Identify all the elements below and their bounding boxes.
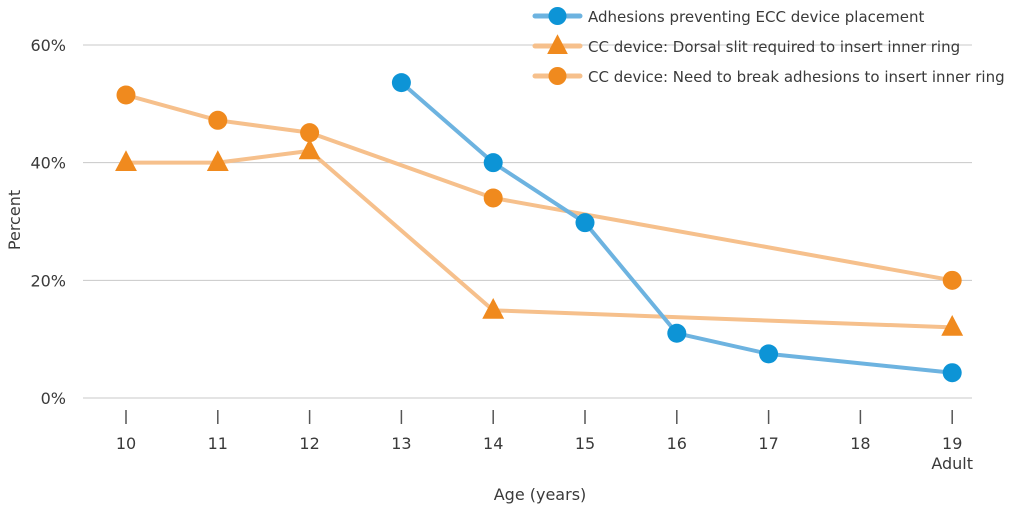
y-tick-label: 20% (30, 271, 66, 290)
y-tick-label: 0% (41, 389, 66, 408)
legend-marker (547, 34, 568, 54)
legend-marker (548, 7, 567, 25)
grid-layer (83, 44, 972, 399)
series-line (124, 93, 955, 283)
x-tick-label: 15 (575, 434, 595, 453)
legend-label: CC device: Dorsal slit required to inser… (588, 38, 960, 56)
y-tick-label: 60% (30, 36, 66, 55)
x-tick-label: 18 (850, 434, 870, 453)
legend-marker (548, 67, 567, 85)
data-point (206, 150, 229, 172)
data-point (483, 188, 503, 208)
x-tick-label: 11 (208, 434, 228, 453)
x-axis-title: Age (years) (494, 485, 587, 504)
data-point (115, 150, 137, 172)
series-line (399, 80, 955, 375)
data-point (482, 297, 505, 319)
data-point (942, 270, 962, 290)
x-tick-label: 13 (391, 434, 411, 453)
data-point (208, 110, 228, 130)
x-tick-label: 16 (667, 434, 687, 453)
x-tick-label: 10 (116, 434, 136, 453)
series-line (124, 148, 955, 330)
data-point (298, 138, 321, 160)
data-point (941, 315, 964, 336)
x-tick-label: 14 (483, 434, 503, 453)
x-tick-label: 19 (942, 434, 962, 453)
y-tick-label: 40% (30, 154, 66, 173)
series-layer (115, 73, 964, 383)
x-tick-label: 12 (299, 434, 319, 453)
y-axis-title: Percent (5, 190, 24, 250)
legend: Adhesions preventing ECC device placemen… (532, 7, 1005, 86)
data-point (116, 85, 136, 105)
data-point (391, 73, 411, 93)
x-tick-sublabel: Adult (931, 454, 973, 473)
data-point (667, 323, 687, 343)
legend-label: Adhesions preventing ECC device placemen… (588, 8, 924, 26)
legend-label: CC device: Need to break adhesions to in… (588, 68, 1005, 86)
data-point (759, 344, 779, 364)
data-point (942, 363, 962, 383)
data-point (300, 123, 320, 143)
data-point (575, 213, 595, 233)
x-tick-label: 17 (758, 434, 778, 453)
data-point (483, 153, 503, 173)
